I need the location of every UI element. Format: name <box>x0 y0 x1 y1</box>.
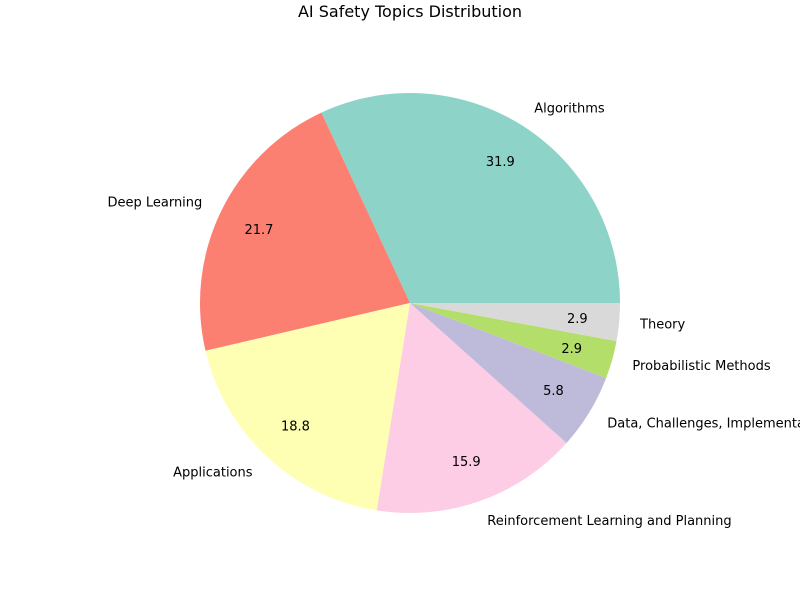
slice-value-0: 31.9 <box>486 155 515 170</box>
slice-label-5: Probabilistic Methods <box>632 359 770 374</box>
slice-value-3: 15.9 <box>452 455 481 470</box>
pie-slice-0 <box>321 92 620 304</box>
slice-value-5: 2.9 <box>561 342 582 357</box>
slice-value-6: 2.9 <box>567 312 588 327</box>
pie-slice-6 <box>410 303 620 342</box>
pie-labels: Algorithms 31.9 Deep Learning 21.7 Applicati… <box>107 102 800 529</box>
slice-label-0: Algorithms <box>534 102 605 117</box>
pie-slice-4 <box>410 303 607 443</box>
chart-title: AI Safety Topics Distribution <box>298 2 522 21</box>
slice-value-2: 18.8 <box>281 419 310 434</box>
slice-value-1: 21.7 <box>244 223 273 238</box>
slice-label-1: Deep Learning <box>107 195 202 210</box>
pie-slice-2 <box>205 303 410 511</box>
pie-slice-5 <box>410 303 617 378</box>
pie-slice-1 <box>200 112 410 351</box>
pie-slices <box>200 92 620 513</box>
slice-label-6: Theory <box>639 318 685 333</box>
slice-label-4: Data, Challenges, Implementations, and S… <box>607 417 800 432</box>
pie-slice-3 <box>376 303 567 513</box>
slice-label-2: Applications <box>173 466 253 481</box>
slice-label-3: Reinforcement Learning and Planning <box>487 514 731 529</box>
slice-value-4: 5.8 <box>543 384 564 399</box>
